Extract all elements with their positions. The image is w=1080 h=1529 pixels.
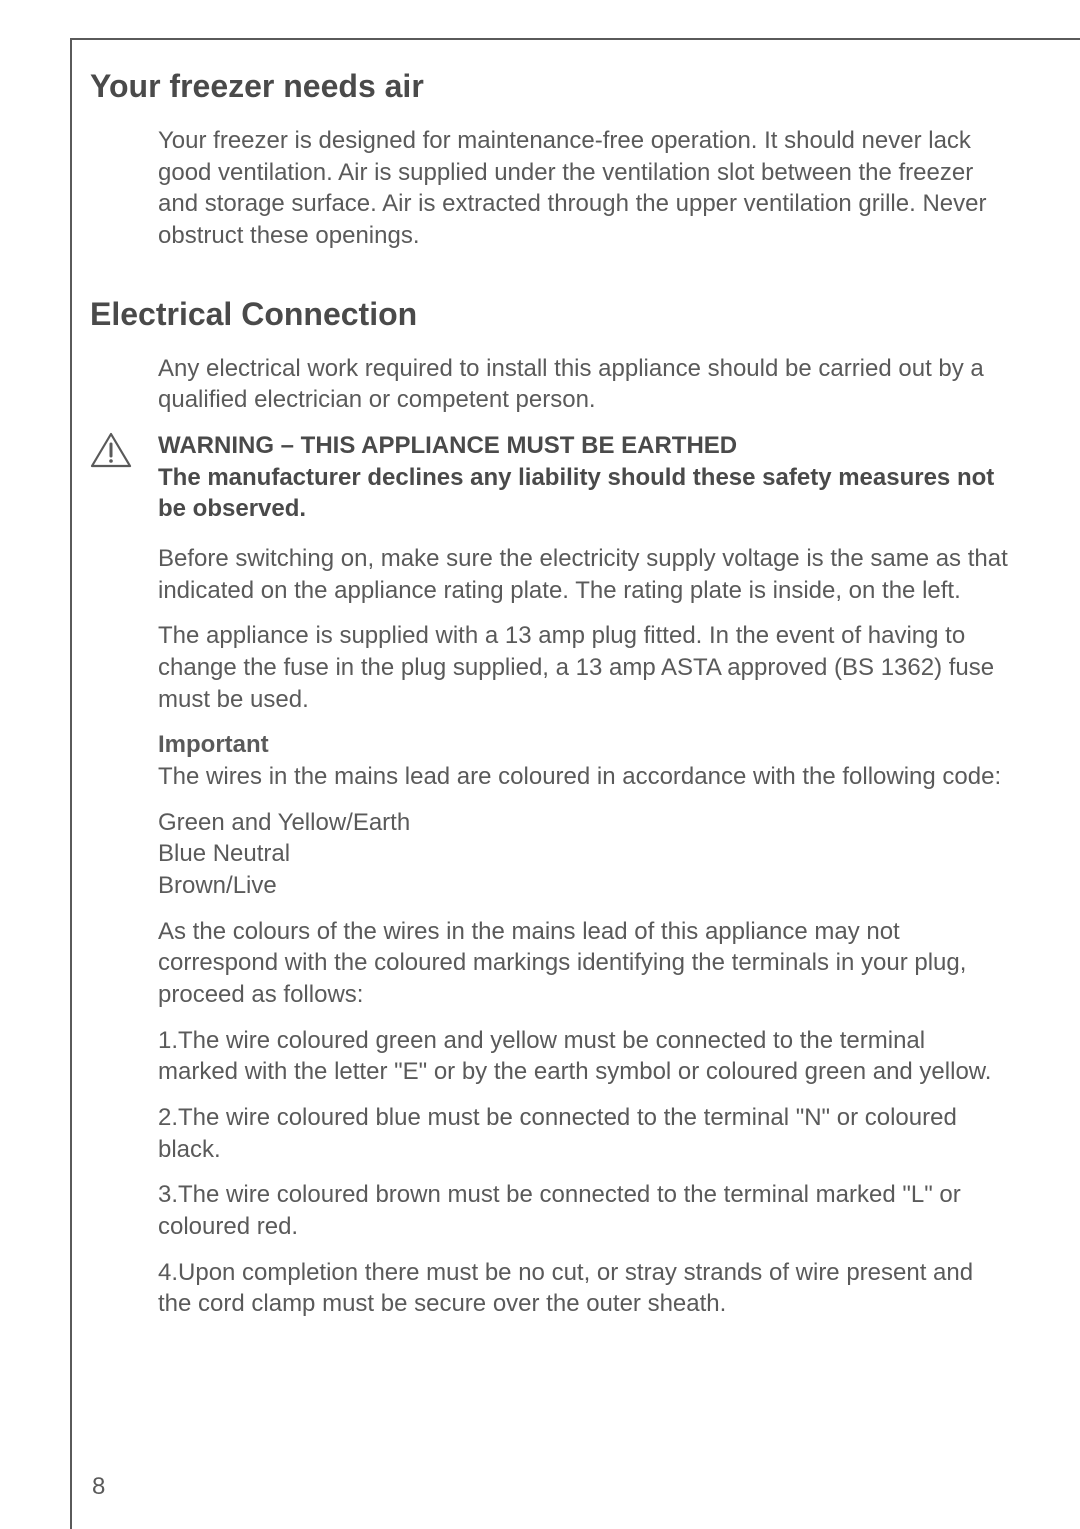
important-label: Important xyxy=(158,729,1010,761)
page-content: Your freezer needs air Your freezer is d… xyxy=(90,68,1010,1320)
section1-p1: Your freezer is designed for maintenance… xyxy=(158,125,1010,252)
warning-body: The manufacturer declines any liability … xyxy=(158,462,1010,525)
warning-text: WARNING – THIS APPLIANCE MUST BE EARTHED… xyxy=(158,430,1010,539)
important-label-text: Important xyxy=(158,731,269,758)
section2-p1: Any electrical work required to install … xyxy=(158,353,1010,416)
step3: 3.The wire coloured brown must be connec… xyxy=(158,1179,1010,1242)
warning-triangle-icon xyxy=(90,432,132,468)
step4: 4.Upon completion there must be no cut, … xyxy=(158,1257,1010,1320)
step1: 1.The wire coloured green and yellow mus… xyxy=(158,1025,1010,1088)
section2-p2: Before switching on, make sure the elect… xyxy=(158,543,1010,606)
wire-brown: Brown/Live xyxy=(158,870,1010,902)
warning-block: WARNING – THIS APPLIANCE MUST BE EARTHED… xyxy=(90,430,1010,539)
warning-title: WARNING – THIS APPLIANCE MUST BE EARTHED xyxy=(158,430,1010,462)
section2-p4: The wires in the mains lead are coloured… xyxy=(158,761,1010,793)
section2-p3: The appliance is supplied with a 13 amp … xyxy=(158,620,1010,715)
wire-green-yellow: Green and Yellow/Earth xyxy=(158,807,1010,839)
section2-heading: Electrical Connection xyxy=(90,296,1010,333)
wire-blue: Blue Neutral xyxy=(158,838,1010,870)
page-frame: Your freezer needs air Your freezer is d… xyxy=(70,38,1080,1529)
section2-p5: As the colours of the wires in the mains… xyxy=(158,916,1010,1011)
step2: 2.The wire coloured blue must be connect… xyxy=(158,1102,1010,1165)
page-number: 8 xyxy=(92,1473,105,1501)
section1-heading: Your freezer needs air xyxy=(90,68,1010,105)
